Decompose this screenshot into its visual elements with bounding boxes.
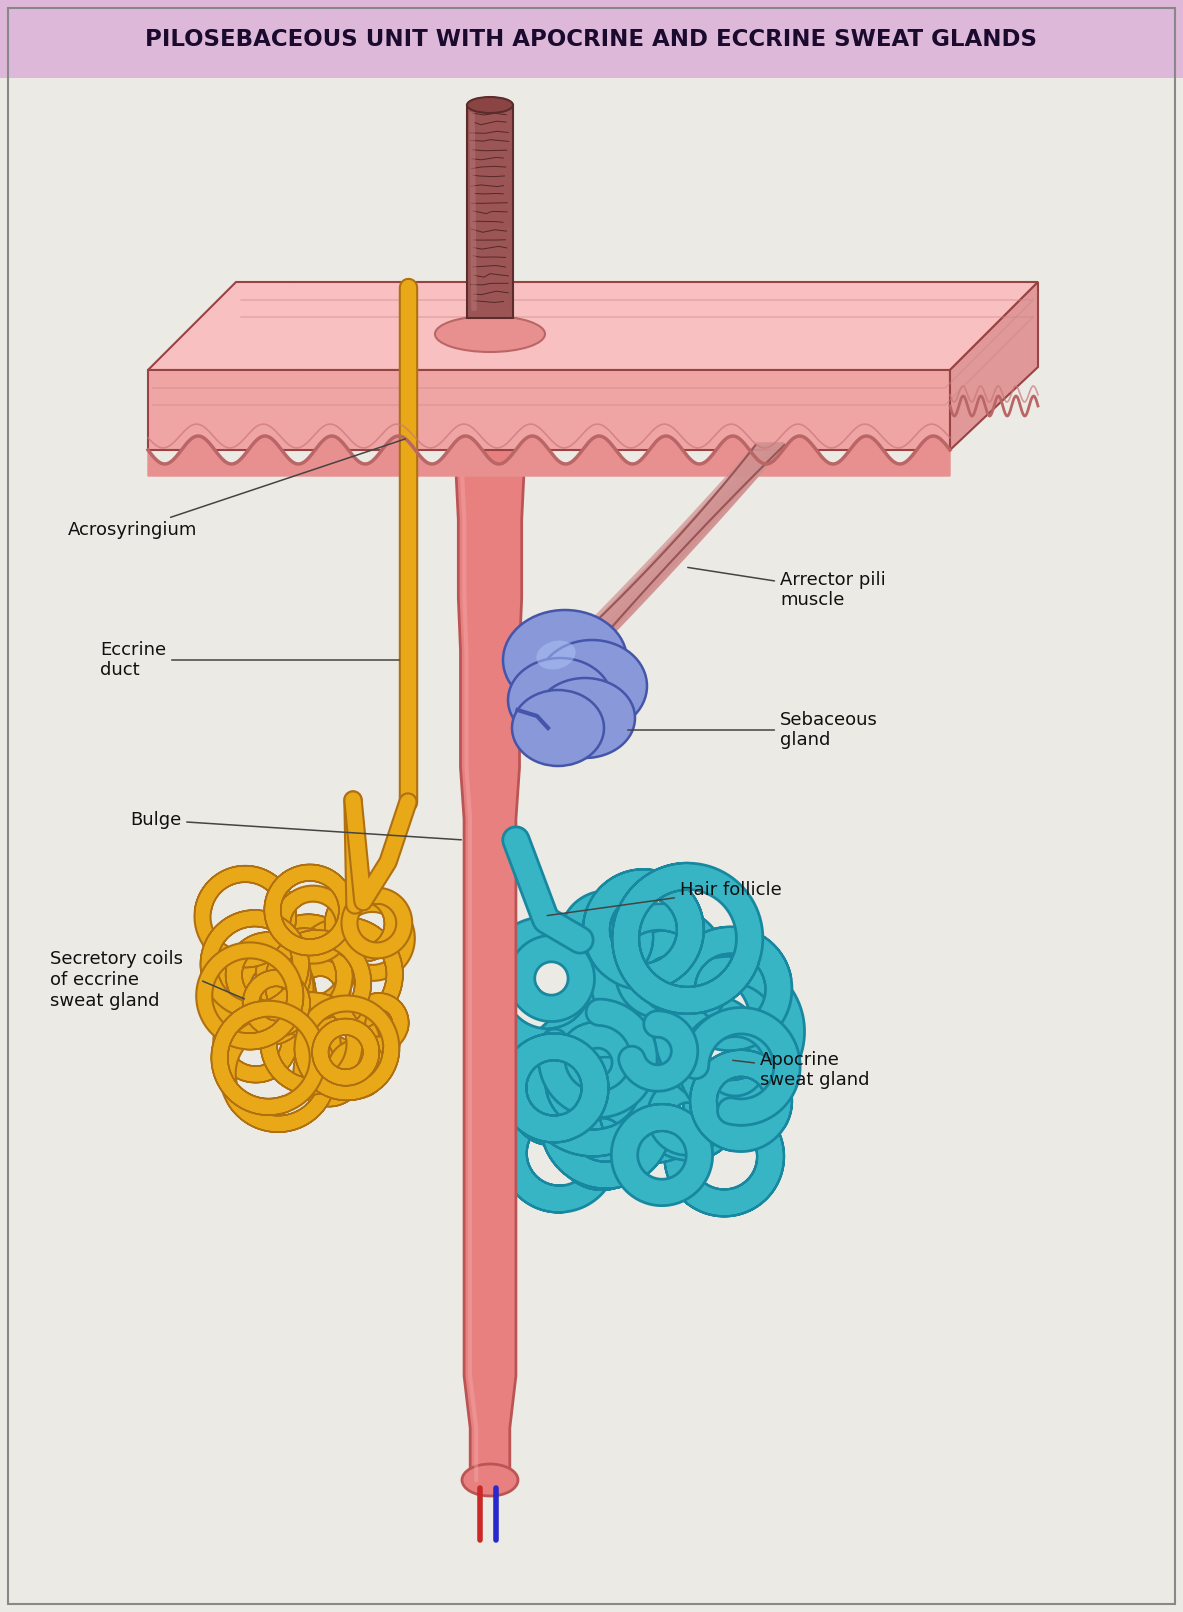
Text: Arrector pili
muscle: Arrector pili muscle <box>687 567 886 609</box>
Bar <box>467 105 513 318</box>
Text: Acrosyringium: Acrosyringium <box>67 438 406 538</box>
Ellipse shape <box>503 609 627 709</box>
Text: Secretory coils
of eccrine
sweat gland: Secretory coils of eccrine sweat gland <box>50 949 183 1009</box>
Polygon shape <box>148 282 1037 371</box>
Polygon shape <box>950 282 1037 450</box>
Text: PILOSEBACEOUS UNIT WITH APOCRINE AND ECCRINE SWEAT GLANDS: PILOSEBACEOUS UNIT WITH APOCRINE AND ECC… <box>146 27 1037 50</box>
Polygon shape <box>455 442 524 1480</box>
Ellipse shape <box>536 640 576 669</box>
Ellipse shape <box>435 316 545 351</box>
Text: Eccrine
duct: Eccrine duct <box>101 640 399 679</box>
Polygon shape <box>148 435 950 476</box>
Ellipse shape <box>508 658 612 742</box>
Ellipse shape <box>463 1464 518 1496</box>
Ellipse shape <box>537 640 647 732</box>
Text: Hair follicle: Hair follicle <box>548 882 782 916</box>
Ellipse shape <box>467 97 513 113</box>
Text: Apocrine
sweat gland: Apocrine sweat gland <box>732 1051 870 1090</box>
Text: Bulge: Bulge <box>130 811 461 840</box>
Polygon shape <box>148 371 950 450</box>
Text: Sebaceous
gland: Sebaceous gland <box>628 711 878 750</box>
Bar <box>0 0 1183 77</box>
Ellipse shape <box>535 679 635 758</box>
Ellipse shape <box>512 690 605 766</box>
